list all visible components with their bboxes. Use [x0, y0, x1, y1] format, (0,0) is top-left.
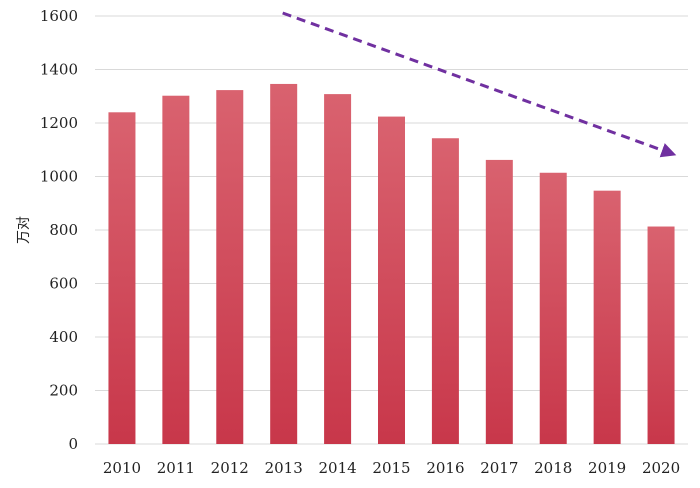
y-tick-label: 600 [49, 275, 78, 293]
y-axis-ticks: 0 200 400 600 800 1000 1200 1400 1600 [40, 7, 78, 453]
x-tick-label: 2017 [480, 459, 518, 477]
bars [108, 83, 675, 445]
bar-2019 [593, 190, 621, 444]
x-tick-label: 2015 [372, 459, 410, 477]
x-tick-label: 2012 [211, 459, 249, 477]
bar-2020 [647, 226, 675, 444]
x-tick-label: 2014 [318, 459, 356, 477]
x-axis-ticks: 2010 2011 2012 2013 2014 2015 2016 2017 2018 2019… [103, 459, 680, 477]
y-tick-label: 800 [49, 221, 78, 239]
y-tick-label: 1400 [40, 61, 78, 79]
bar-2010 [108, 112, 136, 445]
x-tick-label: 2018 [534, 459, 572, 477]
x-tick-label: 2010 [103, 459, 141, 477]
x-tick-label: 2013 [265, 459, 303, 477]
bar-2017 [485, 159, 513, 445]
y-tick-label: 1600 [40, 7, 78, 25]
bar-2016 [431, 138, 459, 444]
bar-2013 [270, 83, 298, 444]
x-tick-label: 2011 [157, 459, 195, 477]
x-tick-label: 2020 [642, 459, 680, 477]
bar-2014 [324, 94, 352, 445]
y-tick-label: 1200 [40, 114, 78, 132]
trend-arrow [282, 11, 677, 158]
y-tick-label: 0 [68, 435, 78, 453]
bar-2018 [539, 172, 567, 444]
y-tick-label: 400 [49, 328, 78, 346]
y-axis-title: 万对 [16, 216, 32, 244]
bar-2015 [378, 116, 405, 444]
y-tick-label: 1000 [40, 168, 78, 186]
x-tick-label: 2016 [426, 459, 464, 477]
y-tick-label: 200 [49, 382, 78, 400]
x-tick-label: 2019 [588, 459, 626, 477]
bar-2012 [216, 90, 244, 444]
bar-2011 [162, 95, 190, 444]
